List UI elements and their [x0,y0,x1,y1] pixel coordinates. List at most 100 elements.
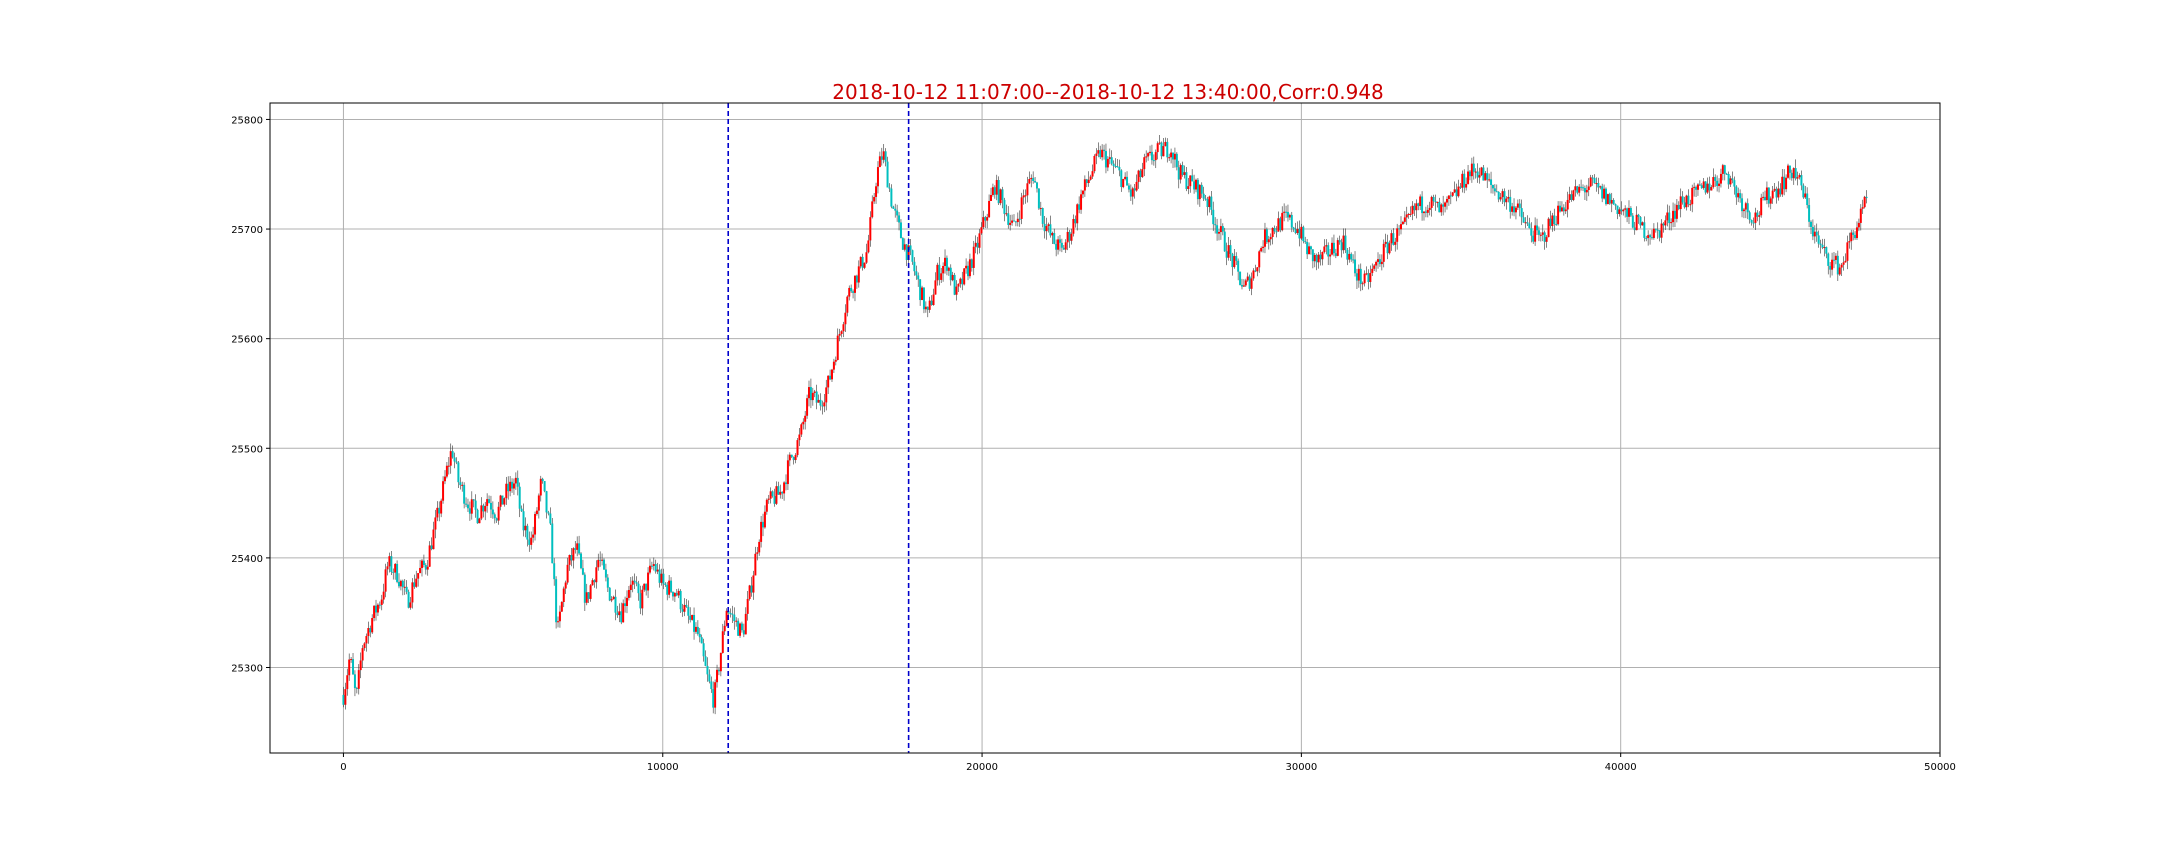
candle-body [853,275,856,293]
candle-body [1589,177,1592,187]
candle-body [344,689,347,705]
candle-body [1553,215,1556,224]
candle-body [424,565,427,570]
candle-body [1534,225,1537,242]
candle-body [963,268,966,285]
candle-body [1273,227,1276,232]
candle-body [637,583,640,594]
candle-body [440,500,443,514]
candle-body [482,505,485,512]
candle-body [744,613,747,635]
candle-body [1639,217,1642,226]
candle-body [1045,225,1048,232]
candle-body [647,572,650,591]
candle-body [1787,165,1790,178]
candle-body [796,440,799,456]
candle-body [1474,171,1477,173]
candle-body [928,300,931,310]
candle-body [1748,212,1751,220]
candle-body [1237,260,1240,272]
candle-body [1650,237,1653,239]
candle-body [1603,188,1606,199]
candle-body [1453,189,1456,193]
candle-body [631,580,634,585]
candle-body [480,505,483,519]
candle-body [514,477,517,484]
candle-body [1616,205,1619,214]
candle-body [1785,177,1788,190]
candle-body [936,264,939,281]
candle-body [760,521,763,542]
candle-body [1698,184,1701,186]
candle-body [1817,235,1820,244]
candle-body [1547,218,1550,238]
candle-body [1819,243,1822,245]
candle-body [1403,217,1406,222]
candle-body [447,465,450,467]
candle-body [1286,211,1289,218]
candle-body [1842,262,1845,265]
candle-body [463,484,466,504]
candle-body [679,590,682,610]
candle-body [924,306,927,310]
candle-body [1170,152,1173,158]
candle-body [468,508,471,514]
candle-body [1041,208,1044,224]
candle-body [1411,205,1414,214]
candle-body [417,573,420,579]
candle-body [1342,235,1345,251]
candle-body [1507,196,1510,199]
candle-body [1279,218,1282,231]
candle-body [1850,232,1853,242]
candle-body [1765,187,1768,201]
candle-body [1415,203,1418,211]
candle-body [505,483,508,499]
candle-body [817,399,820,403]
candle-body [1225,251,1228,258]
candle-body [1122,178,1125,188]
candle-body [1162,146,1165,157]
candle-body [1141,169,1144,178]
candle-body [1764,196,1767,201]
candle-body [1124,176,1127,179]
candle-body [1829,265,1832,270]
candle-body [1660,223,1663,238]
candle-body [1018,218,1021,220]
candle-body [967,265,970,277]
candle-body [1244,280,1247,286]
candle-body [1459,186,1462,188]
candle-body [1689,204,1692,206]
candle-body [1582,187,1585,189]
candle-body [459,482,462,486]
candle-body [882,151,885,160]
candle-body [1432,196,1435,202]
candle-body [1361,283,1364,285]
candle-body [1135,181,1138,191]
candle-body [568,555,571,565]
candle-body [1195,179,1198,190]
candle-body [1831,259,1834,270]
candle-body [1110,157,1113,164]
candle-body [1030,177,1033,180]
candle-body [815,391,818,403]
candle-body [1608,194,1611,204]
candle-body [386,566,389,570]
candle-body [890,188,893,207]
candle-body [558,611,561,622]
candle-body [1662,223,1665,226]
x-tick-label: 40000 [1605,762,1637,773]
candle-body [1156,143,1159,153]
candle-body [1043,223,1046,232]
candle-body [1022,195,1025,198]
candle-body [947,267,950,271]
candle-body [1583,188,1586,193]
candle-body [875,186,878,197]
candle-body [1472,163,1475,172]
candle-body [371,618,374,633]
candle-body [1695,186,1698,190]
candle-body [735,620,738,622]
candle-body [1806,193,1809,206]
candle-body [670,580,673,592]
candle-body [1580,186,1583,188]
